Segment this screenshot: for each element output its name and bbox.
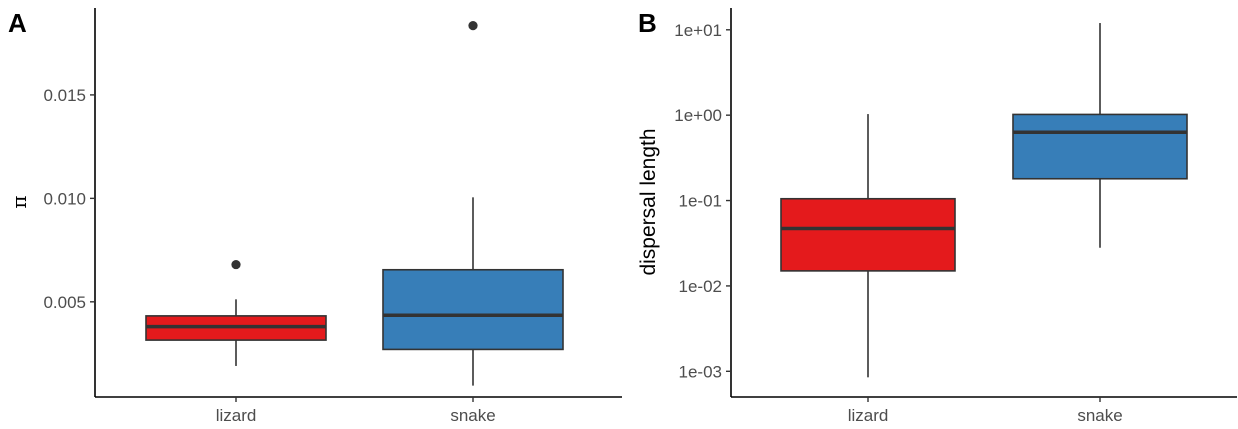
y-tick-label: 1e+01 — [674, 21, 722, 40]
outlier-point — [231, 259, 241, 270]
y-tick-label: 1e-02 — [679, 277, 722, 296]
y-tick-label: 1e-01 — [679, 192, 722, 211]
x-tick-label: snake — [450, 406, 495, 425]
y-axis-title: dispersal length — [637, 128, 660, 275]
x-tick-label: lizard — [216, 406, 257, 425]
y-tick-label: 0.005 — [43, 293, 86, 312]
x-tick-label: lizard — [848, 406, 889, 425]
y-tick-label: 1e-03 — [679, 362, 722, 381]
y-tick-label: 0.015 — [43, 86, 86, 105]
y-tick-label: 0.010 — [43, 189, 86, 208]
y-tick-label: 1e+00 — [674, 106, 722, 125]
box-snake — [1012, 113, 1188, 180]
y-axis-title: π — [7, 195, 31, 208]
panel-label: A — [8, 8, 27, 38]
box-lizard — [780, 197, 956, 272]
x-tick-label: snake — [1077, 406, 1122, 425]
box-snake — [382, 268, 564, 351]
panel-label: B — [638, 8, 657, 38]
outlier-point — [468, 20, 478, 31]
